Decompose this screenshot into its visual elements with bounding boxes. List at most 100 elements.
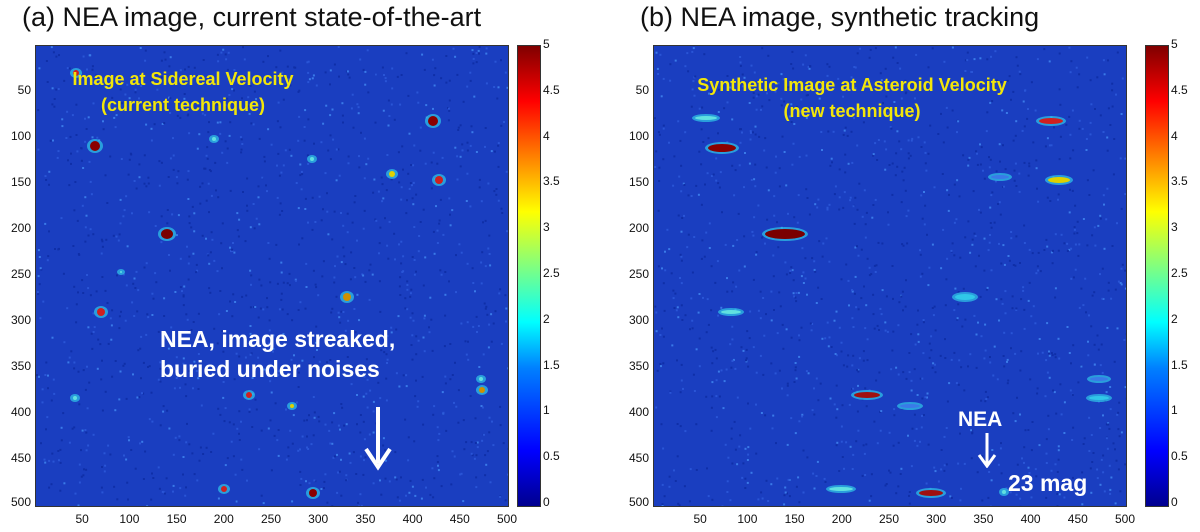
x-tick-label: 300 xyxy=(308,512,329,526)
source-core xyxy=(343,293,351,301)
panel-a-noise xyxy=(36,46,508,506)
panel-b-colorbar xyxy=(1145,45,1169,507)
down-arrow-icon xyxy=(977,433,997,468)
x-tick-label: 50 xyxy=(75,512,89,526)
source-core xyxy=(428,116,438,126)
source-core xyxy=(900,404,920,408)
colorbar-tick-label: 4 xyxy=(543,128,550,143)
source-core xyxy=(435,176,443,184)
y-tick-label: 200 xyxy=(10,221,31,235)
panel-b-image xyxy=(653,45,1127,507)
source-core xyxy=(854,392,880,398)
y-tick-label: 100 xyxy=(10,129,31,143)
source-core xyxy=(161,229,173,239)
source-core xyxy=(90,141,100,151)
source-core xyxy=(695,116,717,120)
y-tick-label: 100 xyxy=(628,129,649,143)
x-tick-label: 150 xyxy=(166,512,187,526)
source-core xyxy=(479,387,485,393)
colorbar-tick-label: 1.5 xyxy=(1171,357,1188,372)
x-tick-label: 100 xyxy=(737,512,758,526)
colorbar-tick-label: 0 xyxy=(1171,495,1178,509)
y-tick-label: 450 xyxy=(10,451,31,465)
y-tick-label: 450 xyxy=(628,451,649,465)
x-tick-label: 250 xyxy=(260,512,282,526)
panel-a-overlay-line2: (current technique) xyxy=(100,95,265,115)
panel-b-nea-label: NEA xyxy=(958,408,1003,431)
x-tick-label: 250 xyxy=(878,512,900,526)
x-tick-label: 350 xyxy=(355,512,376,526)
y-tick-label: 250 xyxy=(628,267,649,281)
y-tick-label: 50 xyxy=(17,83,31,97)
x-tick-label: 200 xyxy=(213,512,234,526)
panel-b-overlay-line2: (new technique) xyxy=(783,101,921,121)
down-arrow-icon xyxy=(364,407,392,471)
colorbar-tick-label: 0.5 xyxy=(1171,449,1188,464)
colorbar-tick-label: 3.5 xyxy=(543,174,560,189)
y-tick-label: 150 xyxy=(10,175,31,189)
x-tick-label: 350 xyxy=(973,512,994,526)
colorbar-tick-label: 2.5 xyxy=(543,266,560,280)
colorbar-tick-label: 4 xyxy=(1171,128,1178,143)
source-core xyxy=(765,229,805,239)
panel-a-annotation-line1: NEA, image streaked, xyxy=(160,326,396,352)
colorbar-tick-label: 2.5 xyxy=(1171,266,1188,280)
x-tick-label: 500 xyxy=(496,512,518,526)
colorbar-tick-label: 3 xyxy=(543,220,550,235)
source-core xyxy=(991,175,1009,179)
source-core xyxy=(1039,118,1063,124)
source-core xyxy=(1089,396,1109,400)
panel-b-title: (b) NEA image, synthetic tracking xyxy=(640,2,1040,32)
source-core xyxy=(829,487,853,491)
source-core xyxy=(212,137,216,141)
source-core xyxy=(97,308,105,316)
x-tick-label: 50 xyxy=(693,512,707,526)
panel-b-magnitude-label: 23 mag xyxy=(1008,470,1088,496)
x-tick-label: 450 xyxy=(449,512,470,526)
x-tick-label: 450 xyxy=(1067,512,1088,526)
y-tick-label: 350 xyxy=(10,359,31,373)
colorbar-tick-label: 1.5 xyxy=(543,357,560,372)
source-core xyxy=(73,70,79,76)
panel-a-image xyxy=(35,45,509,507)
source-core xyxy=(919,490,943,496)
panel-a-title: (a) NEA image, current state-of-the-art xyxy=(22,2,482,32)
x-tick-label: 500 xyxy=(1114,512,1136,526)
panel-b-noise xyxy=(654,46,1126,506)
colorbar-tick-label: 1 xyxy=(1171,403,1178,418)
y-tick-label: 500 xyxy=(10,495,31,509)
source-core xyxy=(310,157,314,161)
x-tick-label: 300 xyxy=(926,512,947,526)
x-tick-label: 150 xyxy=(784,512,805,526)
source-core xyxy=(721,310,741,314)
source-core xyxy=(309,489,317,497)
source-core xyxy=(221,486,227,492)
x-tick-label: 400 xyxy=(1020,512,1041,526)
x-tick-label: 400 xyxy=(402,512,423,526)
y-tick-label: 400 xyxy=(10,405,31,419)
source-core xyxy=(73,396,77,400)
colorbar-tick-label: 2 xyxy=(1171,311,1178,326)
y-tick-label: 400 xyxy=(628,405,649,419)
colorbar-tick-label: 4.5 xyxy=(1171,82,1188,97)
source-core xyxy=(1048,177,1070,183)
source-core xyxy=(389,171,395,177)
y-tick-label: 500 xyxy=(628,495,649,509)
y-tick-label: 300 xyxy=(10,313,31,327)
panel-b-overlay-line1: Synthetic Image at Asteroid Velocity xyxy=(697,75,1007,95)
panel-a-overlay-line1: Image at Sidereal Velocity xyxy=(72,69,294,89)
y-tick-label: 250 xyxy=(10,267,31,281)
panel-a-annotation-line2: buried under noises xyxy=(160,356,380,382)
source-core xyxy=(708,144,736,152)
y-tick-label: 350 xyxy=(628,359,649,373)
colorbar-tick-label: 5 xyxy=(543,37,550,51)
colorbar-tick-label: 1 xyxy=(543,403,550,418)
source-core xyxy=(479,377,483,381)
panel-a-colorbar xyxy=(517,45,541,507)
colorbar-tick-label: 0.5 xyxy=(543,449,560,464)
y-tick-label: 50 xyxy=(635,83,649,97)
y-tick-label: 300 xyxy=(628,313,649,327)
source-core xyxy=(955,294,975,300)
source-core xyxy=(1002,490,1006,494)
colorbar-tick-label: 4.5 xyxy=(543,82,560,97)
